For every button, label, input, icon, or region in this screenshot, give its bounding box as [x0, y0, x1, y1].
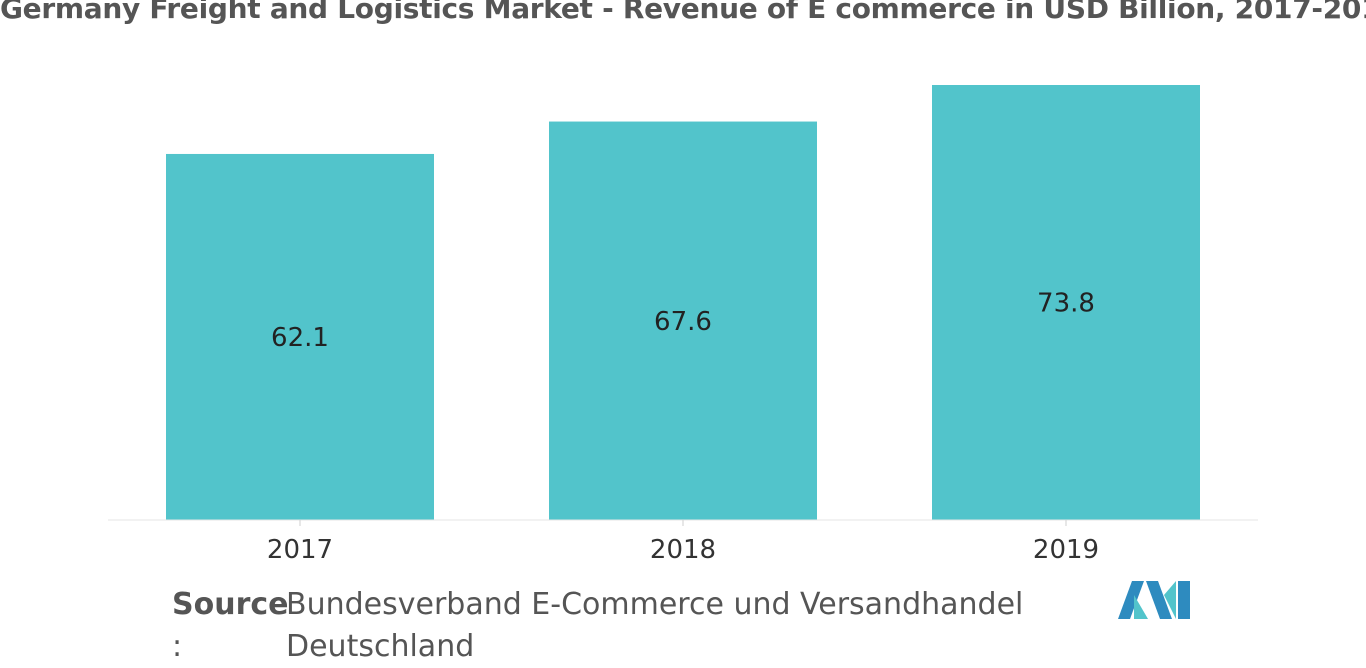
- mordor-intelligence-logo-icon: [1118, 581, 1190, 619]
- x-tick-label-2019: 2019: [1033, 535, 1099, 565]
- bars-layer: 62.1 67.6 73.8: [166, 85, 1200, 521]
- bar-value-label-2019: 73.8: [1037, 289, 1095, 319]
- source-label: Source: [172, 587, 289, 622]
- source-line2: Deutschland: [286, 629, 475, 664]
- bar-2018: [549, 121, 817, 521]
- source-colon: :: [172, 629, 183, 664]
- bar-2019: [932, 85, 1200, 520]
- bar-value-label-2018: 67.6: [654, 307, 712, 337]
- ticks-layer: 2017 2018 2019: [267, 520, 1099, 565]
- bar-chart: 62.1 67.6 73.8 2017 2018 2019: [108, 85, 1258, 565]
- x-tick-label-2017: 2017: [267, 535, 333, 565]
- x-tick-label-2018: 2018: [650, 535, 716, 565]
- source-line1: Bundesverband E-Commerce und Versandhand…: [286, 587, 1024, 622]
- bar-value-label-2017: 62.1: [271, 323, 329, 353]
- source-block: SourceBundesverband E-Commerce und Versa…: [172, 584, 1023, 668]
- chart-title: Germany Freight and Logistics Market - R…: [0, 0, 1366, 25]
- bar-2017: [166, 153, 434, 520]
